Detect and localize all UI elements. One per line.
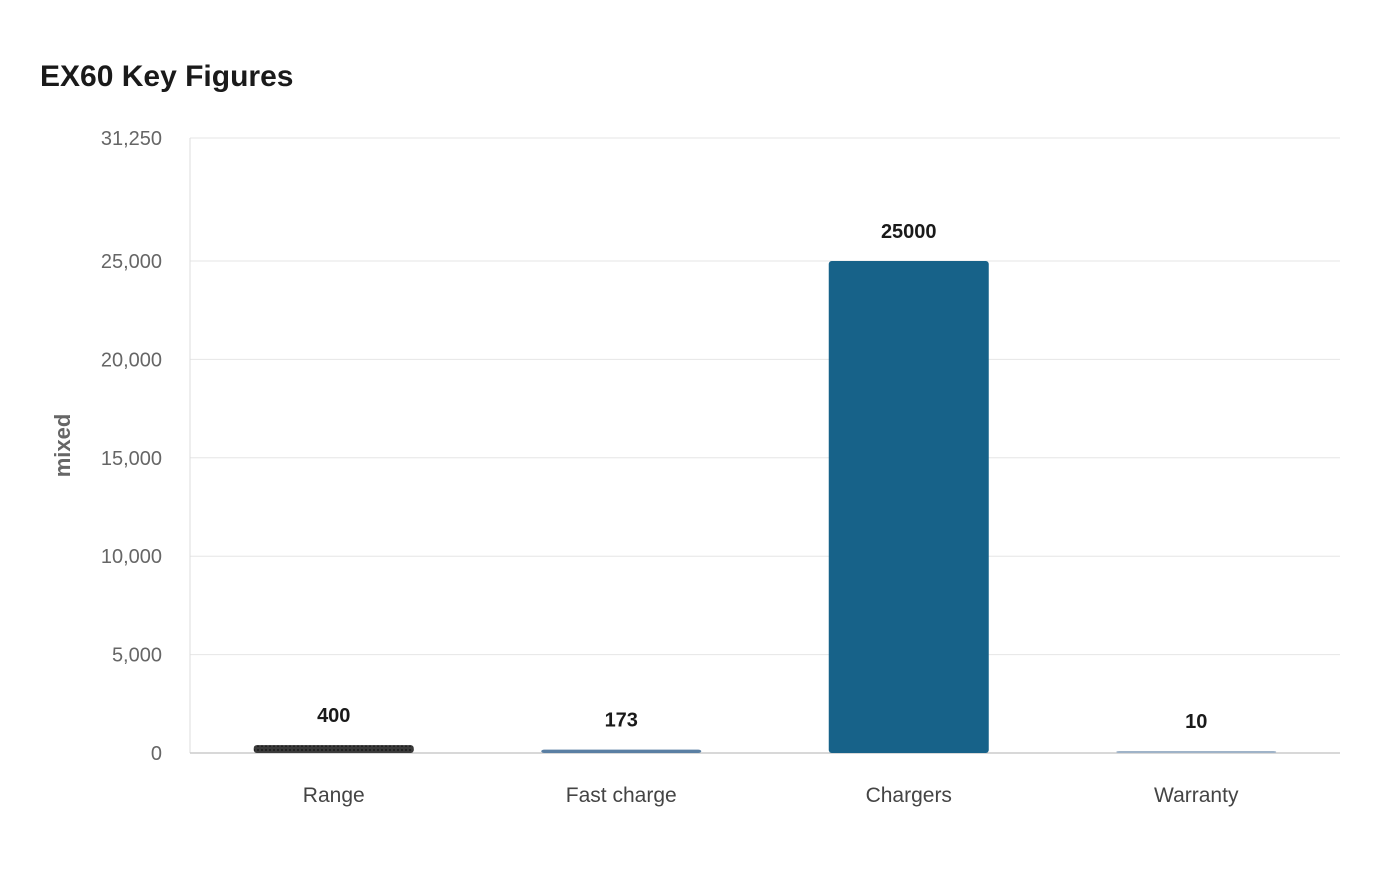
y-tick-label: 31,250 xyxy=(101,128,162,150)
bars xyxy=(253,261,1277,753)
data-label: 400 xyxy=(317,705,350,727)
y-axis-title: mixed xyxy=(50,414,75,478)
bar-range xyxy=(253,745,414,753)
axes xyxy=(189,138,1340,754)
y-tick-label: 5,000 xyxy=(112,645,162,667)
bar-chargers xyxy=(828,261,989,753)
labels: 0 5,000 10,000 15,000 20,000 25,000 31,250 400 R… xyxy=(101,128,1239,807)
x-tick-label: Chargers xyxy=(866,784,952,807)
y-tick-label: 0 xyxy=(151,743,162,765)
data-label: 10 xyxy=(1185,711,1207,733)
gridlines xyxy=(190,137,1340,656)
x-tick-label: Fast charge xyxy=(566,784,677,807)
x-tick-label: Warranty xyxy=(1154,784,1239,807)
y-tick-label: 15,000 xyxy=(101,448,162,470)
chart-title: EX60 Key Figures xyxy=(40,60,294,93)
y-tick-label: 25,000 xyxy=(101,251,162,273)
y-tick-label: 10,000 xyxy=(101,546,162,568)
x-tick-label: Range xyxy=(303,784,365,807)
data-label: 173 xyxy=(605,710,638,732)
bar-fast-charge xyxy=(541,749,702,753)
bar-warranty xyxy=(1116,751,1277,753)
data-label: 25000 xyxy=(881,221,937,243)
y-tick-label: 20,000 xyxy=(101,349,162,371)
